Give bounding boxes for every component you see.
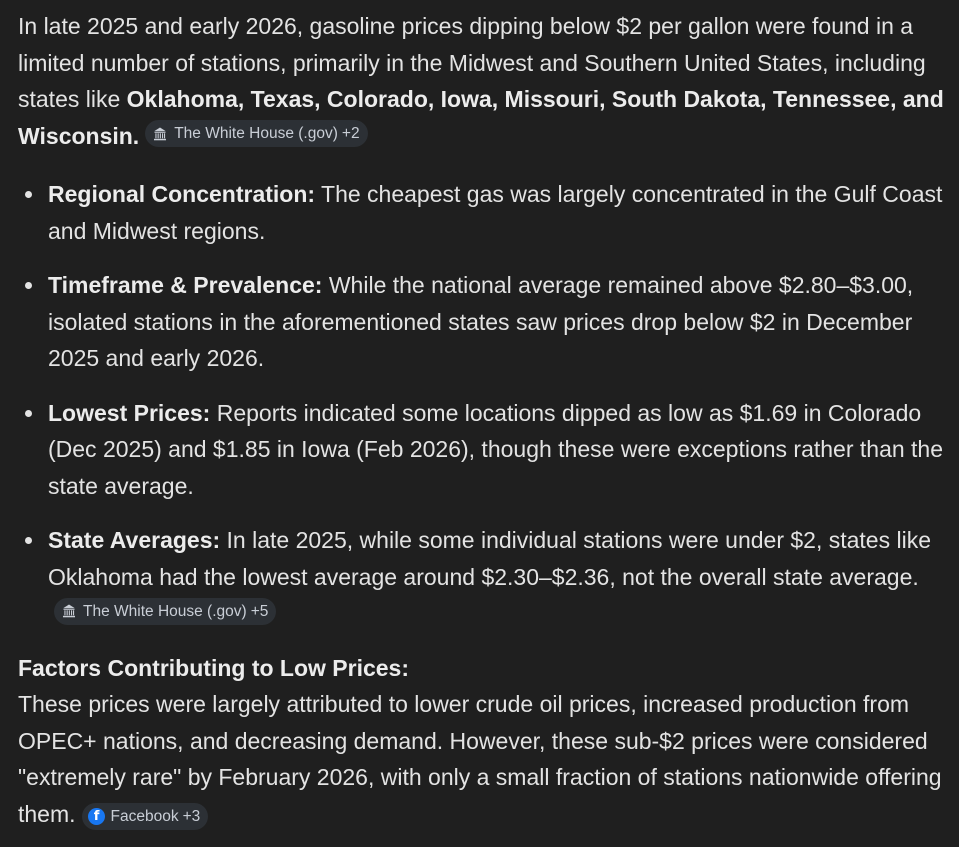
response-body: In late 2025 and early 2026, gasoline pr…: [18, 8, 956, 832]
citation-count: +5: [250, 602, 269, 620]
citation-source: The White House (.gov): [83, 602, 247, 620]
list-item: State Averages: In late 2025, while some…: [25, 522, 956, 632]
citation-count: +2: [341, 125, 360, 142]
bullet-text: Reports indicated some locations dipped …: [48, 399, 944, 499]
list-item: Lowest Prices: Reports indicated some lo…: [25, 395, 956, 505]
intro-paragraph: In late 2025 and early 2026, gasoline pr…: [18, 8, 956, 154]
citation-chip-white-house[interactable]: The White House (.gov) +5: [54, 597, 277, 625]
facebook-icon: f: [88, 807, 106, 825]
citation-chip-facebook[interactable]: f Facebook +3: [81, 802, 209, 830]
factors-heading: Factors Contributing to Low Prices:: [18, 654, 410, 681]
bullet-heading: Regional Concentration:: [48, 181, 316, 207]
intro-text: In late 2025 and early 2026, gasoline pr…: [18, 13, 926, 112]
factors-section: Factors Contributing to Low Prices: These…: [18, 650, 956, 833]
factors-text: These prices were largely attributed to …: [18, 691, 942, 827]
bullet-text: The cheapest gas was largely concentrate…: [48, 181, 943, 244]
white-house-icon: [60, 602, 78, 620]
list-item: Regional Concentration: The cheapest gas…: [25, 176, 956, 249]
citation-count: +3: [182, 807, 201, 825]
bullet-heading: State Averages:: [48, 527, 221, 553]
bullet-text: While the national average remained abov…: [48, 272, 914, 371]
white-house-icon: [151, 125, 169, 143]
citation-source: Facebook: [110, 807, 179, 825]
citation-source: The White House (.gov): [174, 125, 338, 142]
bullet-list: Regional Concentration: The cheapest gas…: [18, 176, 956, 632]
intro-states-list: Oklahoma, Texas, Colorado, Iowa, Missour…: [18, 86, 944, 149]
bullet-text: In late 2025, while some individual stat…: [48, 527, 931, 590]
bullet-heading: Lowest Prices:: [48, 399, 211, 426]
list-item: Timeframe & Prevalence: While the nation…: [25, 267, 956, 377]
bullet-heading: Timeframe & Prevalence:: [48, 272, 323, 298]
citation-chip-white-house[interactable]: The White House (.gov) +2: [145, 120, 368, 147]
